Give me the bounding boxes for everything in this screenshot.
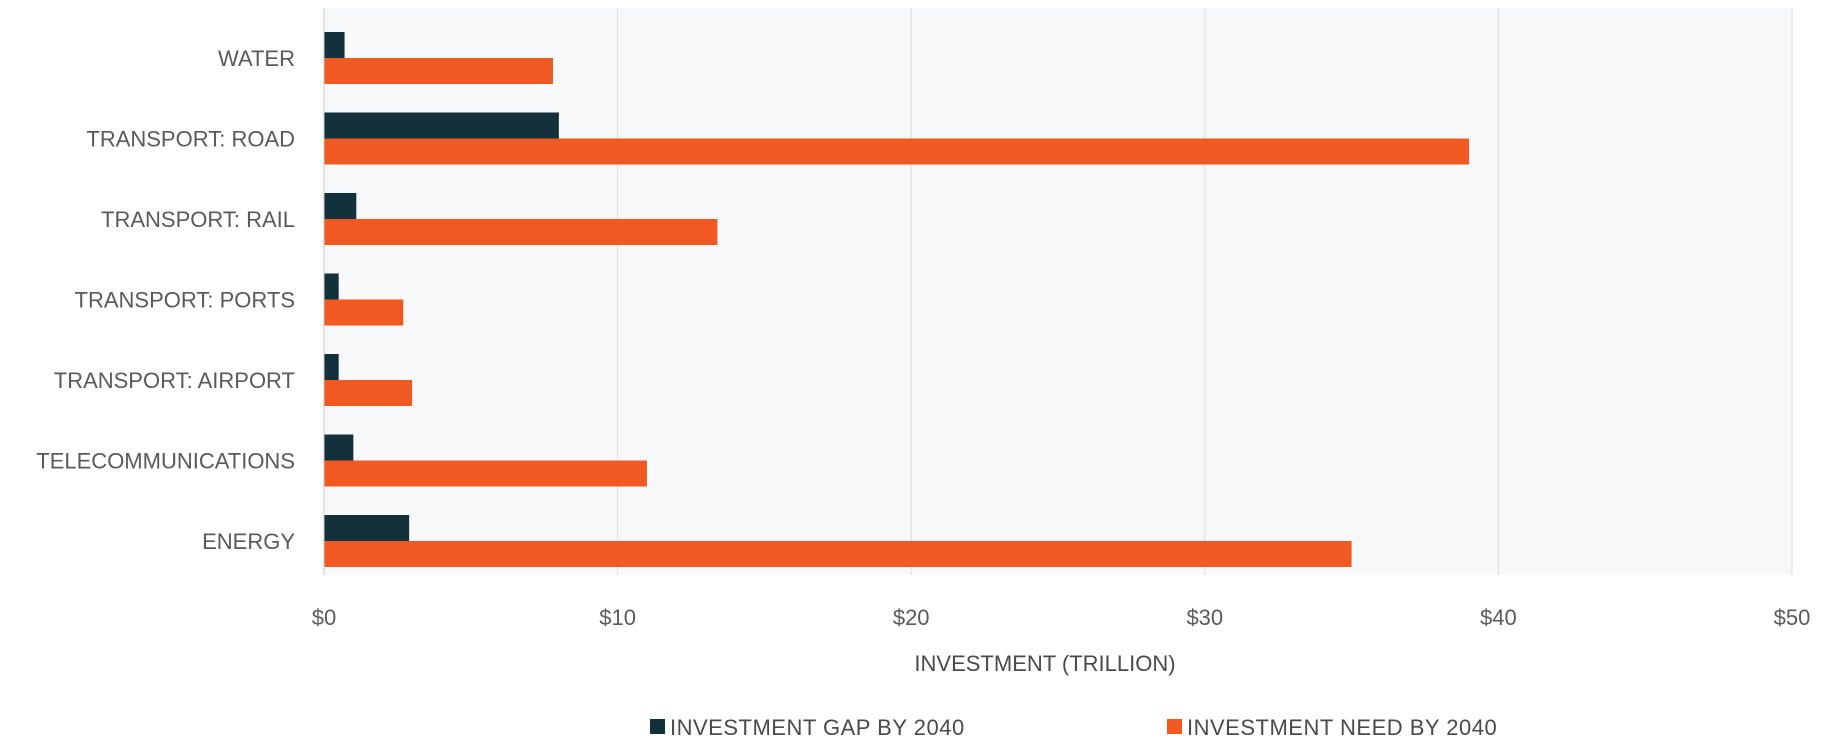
x-tick-labels: $0 $10 $20 $30 $40 $50 bbox=[312, 605, 1811, 630]
x-tick-label: $20 bbox=[893, 605, 930, 630]
category-label-transport-road: TRANSPORT: ROAD bbox=[86, 127, 295, 152]
bar-investment-gap-by-2040-transport-ports bbox=[324, 273, 339, 300]
category-labels: WATER TRANSPORT: ROAD TRANSPORT: RAIL TRANS… bbox=[36, 46, 295, 554]
bar-investment-gap-by-2040-transport-rail bbox=[324, 193, 357, 219]
category-label-water: WATER bbox=[218, 46, 295, 71]
legend-swatch-investment-gap-by-2040 bbox=[650, 719, 665, 734]
x-tick-label: $10 bbox=[599, 605, 636, 630]
legend-label-investment-gap-by-2040: INVESTMENT GAP BY 2040 bbox=[670, 715, 965, 740]
legend: INVESTMENT GAP BY 2040 INVESTMENT NEED BY… bbox=[650, 715, 1497, 740]
x-tick-label: $30 bbox=[1186, 605, 1223, 630]
category-label-energy: ENERGY bbox=[202, 529, 295, 554]
bar-investment-gap-by-2040-transport-airport bbox=[324, 354, 339, 380]
x-tick-label: $0 bbox=[312, 605, 336, 630]
x-tick-label: $50 bbox=[1774, 605, 1811, 630]
bar-investment-gap-by-2040-energy bbox=[324, 515, 410, 541]
category-label-telecommunications: TELECOMMUNICATIONS bbox=[36, 449, 295, 474]
legend-swatch-investment-need-by-2040 bbox=[1167, 719, 1182, 734]
category-label-transport-rail: TRANSPORT: RAIL bbox=[101, 207, 295, 232]
bar-investment-need-by-2040-energy bbox=[324, 541, 1352, 567]
bar-investment-gap-by-2040-water bbox=[324, 32, 345, 58]
bar-investment-need-by-2040-transport-rail bbox=[324, 219, 718, 245]
bar-investment-gap-by-2040-transport-road bbox=[324, 112, 559, 139]
legend-label-investment-need-by-2040: INVESTMENT NEED BY 2040 bbox=[1187, 715, 1497, 740]
category-label-transport-airport: TRANSPORT: AIRPORT bbox=[54, 368, 295, 393]
x-axis-title: INVESTMENT (TRILLION) bbox=[914, 651, 1175, 676]
category-label-transport-ports: TRANSPORT: PORTS bbox=[75, 288, 295, 313]
bar-investment-need-by-2040-transport-airport bbox=[324, 380, 413, 406]
bar-investment-need-by-2040-transport-road bbox=[324, 138, 1470, 165]
bars bbox=[324, 32, 1470, 567]
x-tick-label: $40 bbox=[1480, 605, 1517, 630]
plot-area bbox=[324, 8, 1792, 575]
bar-investment-need-by-2040-water bbox=[324, 58, 554, 84]
bar-investment-need-by-2040-telecommunications bbox=[324, 460, 647, 487]
bar-investment-need-by-2040-transport-ports bbox=[324, 299, 404, 326]
bar-investment-gap-by-2040-telecommunications bbox=[324, 434, 354, 461]
